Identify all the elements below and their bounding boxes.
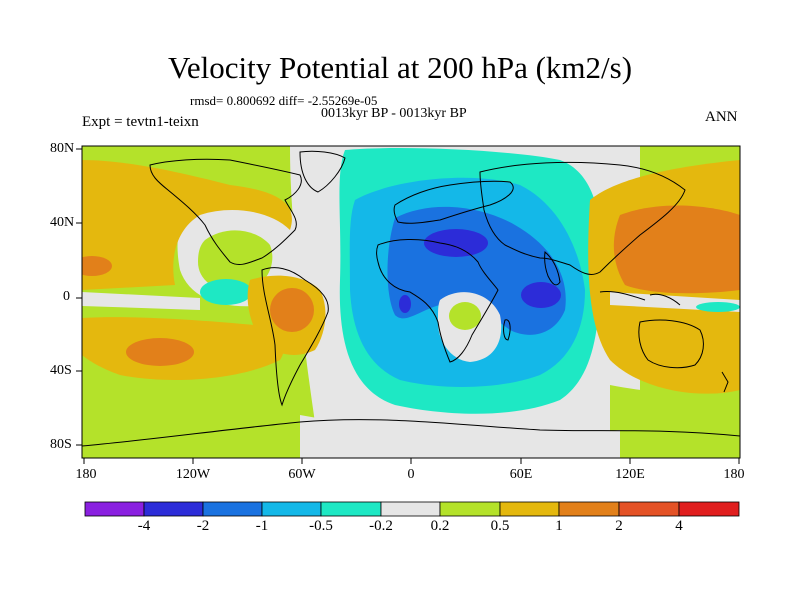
coast-indonesia [599,291,681,306]
coast-madagascar [503,319,511,341]
positive-cell-northwest [82,160,292,290]
colorbar-label-02: 0.2 [430,518,450,534]
colorbar-label-neg2: -2 [196,518,210,534]
colorbar-label-neg4: -4 [137,518,151,534]
xtick-label-60w: 60W [288,467,316,482]
coast-antarctica [82,419,740,447]
coast-africa [376,238,499,363]
ytick-label-80s: 80S [50,437,72,452]
positive-max-northwest [82,256,112,276]
period-label: 0013kyr BP - 0013kyr BP [321,106,467,121]
colorbar-box-4 [261,501,322,517]
colorbar-box-6 [380,501,441,517]
coast-asia [479,161,686,275]
coast-india [544,251,561,286]
colorbar-label-neg1: -1 [255,518,269,534]
coast-new-zealand [721,371,729,393]
positive-max-south-america [270,288,314,332]
plot-title: Velocity Potential at 200 hPa (km2/s) [167,50,633,85]
negative-max-indian-ocean [521,282,561,308]
colorbar-box-7 [439,501,501,517]
colorbar-box-11 [678,501,740,517]
xtick-label-180w: 180 [75,467,97,482]
low-inner-west [198,230,273,293]
colorbar-box-2 [143,501,204,517]
coast-north-america [149,158,302,265]
colorbar-label-1: 1 [555,518,563,534]
xtick-label-120w: 120W [175,467,211,482]
experiment-label: Expt = tevtn1-teixn [82,114,199,130]
ytick-label-40s: 40S [50,363,72,378]
colorbar-box-9 [558,501,620,517]
colorbar-label-neg02: -0.2 [369,518,393,534]
coast-greenland [299,150,346,193]
colorbar [84,501,740,517]
colorbar-box-5 [320,501,382,517]
stats-label: rmsd= 0.800692 diff= -2.55269e-05 [190,93,378,108]
negative-max-atlantic [399,295,411,313]
colorbar-label-4: 4 [675,518,683,534]
xtick-label-60e: 60E [509,467,533,482]
ytick-label-40n: 40N [50,215,75,230]
colorbar-label-2: 2 [615,518,623,534]
xtick-label-180e: 180 [723,467,745,482]
coast-australia [638,319,704,369]
colorbar-label-05: 0.5 [490,518,510,534]
neg-cell-east [696,302,740,312]
neutral-antarctic [300,415,620,458]
ytick-label-0: 0 [63,289,70,304]
low-south-east [610,385,740,458]
ytick-label-80n: 80N [50,141,75,156]
season-label: ANN [705,109,738,125]
colorbar-box-8 [499,501,560,517]
axis-ticks [76,148,740,464]
neg-cell-west [200,279,252,305]
neutral-equator-west [82,292,200,310]
colorbar-box-3 [202,501,263,517]
coastlines [82,150,740,447]
colorbar-box-1 [84,501,145,517]
coast-europe [393,180,514,224]
contour-field [82,146,740,458]
xtick-label-0: 0 [407,467,415,482]
colorbar-label-neg05: -0.5 [309,518,333,534]
coast-south-america [261,267,329,407]
positive-cell-southern-africa [449,302,481,330]
negative-max-north-africa [424,229,488,257]
positive-region-east-2 [613,205,740,294]
positive-max-southwest [126,338,194,366]
colorbar-box-10 [618,501,680,517]
xtick-label-120e: 120E [615,467,645,482]
